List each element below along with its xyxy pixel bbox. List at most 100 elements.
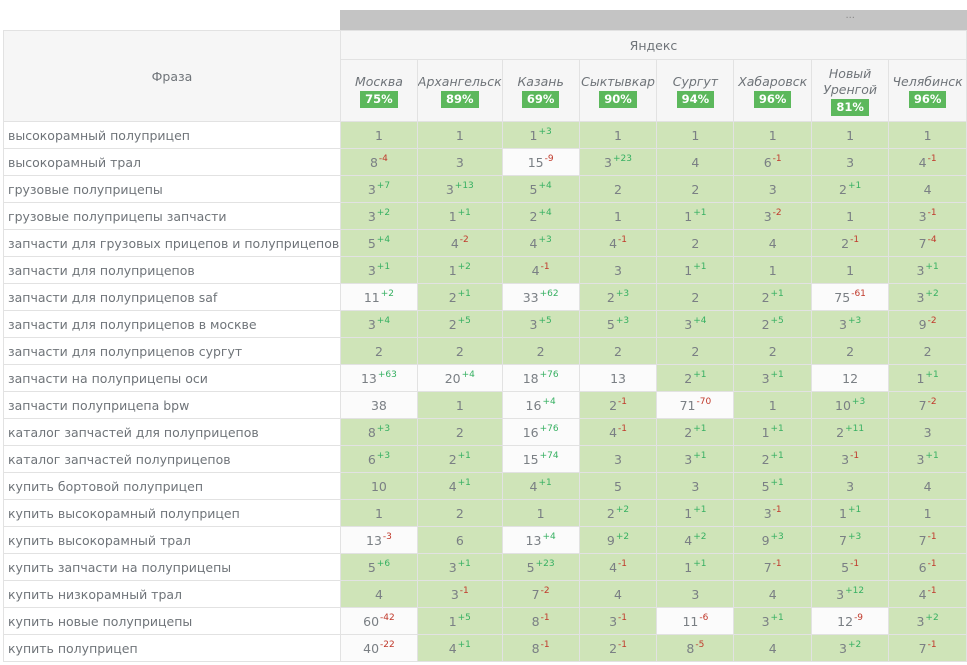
phrase-cell[interactable]: запчасти для грузовых прицепов и полупри… (3, 229, 341, 257)
city-column-header[interactable]: Хабаровск 96% (733, 59, 813, 122)
visibility-badge: 89% (441, 90, 479, 108)
phrase-cell[interactable]: грузовые полуприцепы запчасти (3, 202, 341, 230)
position-change: -1 (772, 505, 782, 515)
position-cell: 2+5 (416, 310, 503, 338)
position-cell: 2 (811, 337, 890, 365)
position-change: -3 (382, 532, 392, 542)
city-column-header[interactable]: Сургут 94% (656, 59, 735, 122)
position-change: +1 (457, 208, 471, 218)
column-group-bar[interactable]: ... (340, 10, 967, 30)
position-change: +1 (693, 262, 707, 272)
position-cell: 4-1 (578, 553, 658, 581)
position-value: 3 (614, 262, 622, 278)
position-cell: 3-1 (578, 607, 658, 635)
position-cell: 2+4 (501, 202, 580, 230)
phrase-cell[interactable]: купить низкорамный трал (3, 580, 341, 608)
phrase-cell[interactable]: купить высокорамный полуприцеп (3, 499, 341, 527)
phrase-cell[interactable]: грузовые полуприцепы (3, 175, 341, 203)
position-cell: 8-1 (501, 607, 580, 635)
position-cell: 2+1 (656, 364, 735, 392)
city-column-header[interactable]: Казань 69% (501, 59, 580, 122)
position-cell: 20+4 (416, 364, 503, 392)
position-cell: 8-5 (656, 634, 735, 662)
phrase-cell[interactable]: запчасти полуприцепа bpw (3, 391, 341, 419)
phrase-cell[interactable]: купить высокорамный трал (3, 526, 341, 554)
position-change: +2 (615, 505, 630, 515)
position-cell: 2 (501, 337, 580, 365)
position-value: 1 (684, 209, 693, 224)
city-column-header[interactable]: Архангельск 89% (416, 59, 503, 122)
position-cell: 2 (656, 229, 735, 257)
position-cell: 38 (339, 391, 418, 419)
phrase-cell[interactable]: каталог запчастей для полуприцепов (3, 418, 341, 446)
phrase-cell[interactable]: купить новые полуприцепы (3, 607, 341, 635)
position-value: 2 (448, 317, 457, 332)
city-column-header[interactable]: Сыктывкар 90% (578, 59, 658, 122)
position-value: 10 (370, 478, 387, 494)
position-cell: 6 (416, 526, 503, 554)
position-change: +23 (535, 559, 555, 569)
phrase-cell[interactable]: купить полуприцеп (3, 634, 341, 662)
phrase-cell[interactable]: высокорамный трал (3, 148, 341, 176)
position-value: 6 (763, 155, 772, 170)
position-change: +13 (454, 181, 474, 191)
position-value: 2 (761, 452, 770, 467)
city-column-header[interactable]: Москва 75% (339, 59, 418, 122)
position-cell: 3 (811, 472, 890, 500)
position-cell: 1+1 (656, 553, 735, 581)
position-cell: 3-2 (733, 202, 813, 230)
phrase-cell[interactable]: запчасти для полуприцепов в москве (3, 310, 341, 338)
position-value: 11 (682, 614, 699, 629)
table-row: каталог запчастей для полуприцепов 8+3 2 16… (3, 418, 967, 446)
phrase-cell[interactable]: запчасти для полуприцепов saf (3, 283, 341, 311)
position-value: 2 (768, 343, 777, 359)
position-cell: 2+2 (578, 499, 658, 527)
position-cell: 6-1 (888, 553, 967, 581)
more-icon[interactable]: ... (845, 10, 855, 21)
position-value: 4 (609, 560, 618, 575)
phrase-cell[interactable]: запчасти для полуприцепов (3, 256, 341, 284)
position-cell: 7-1 (888, 634, 967, 662)
position-cell: 1+3 (501, 121, 580, 149)
position-value: 16 (525, 398, 542, 413)
table-row: запчасти для полуприцепов 3+1 1+2 4-1 3 1+1 1 1… (3, 256, 967, 284)
phrase-cell[interactable]: каталог запчастей полуприцепов (3, 445, 341, 473)
city-column-header[interactable]: Челябинск 96% (888, 59, 967, 122)
position-cell: 8-1 (501, 634, 580, 662)
city-column-header[interactable]: Новый Уренгой 81% (811, 59, 890, 122)
phrase-cell[interactable]: запчасти для полуприцепов сургут (3, 337, 341, 365)
position-value: 1 (374, 505, 383, 521)
phrase-cell[interactable]: купить запчасти на полуприцепы (3, 553, 341, 581)
position-change: -1 (618, 559, 627, 569)
position-cell: 13+63 (339, 364, 418, 392)
position-cell: 2 (416, 499, 503, 527)
position-cell: 1 (339, 499, 418, 527)
position-change: +63 (377, 370, 397, 380)
phrase-cell[interactable]: высокорамный полуприцеп (3, 121, 341, 149)
position-value: 7 (838, 533, 847, 548)
phrase-column-header[interactable]: Фраза (3, 30, 341, 122)
position-value: 2 (923, 343, 932, 359)
position-value: 1 (691, 127, 700, 143)
position-value: 71 (679, 398, 696, 413)
table-row: запчасти полуприцепа bpw 38 1 16+4 2-1 71-70 1… (3, 391, 967, 419)
position-value: 2 (606, 506, 615, 521)
position-cell: 2 (578, 175, 658, 203)
position-value: 4 (531, 263, 540, 278)
position-value: 2 (841, 236, 850, 251)
position-change: -1 (850, 235, 860, 245)
position-cell: 9-2 (888, 310, 967, 338)
position-value: 3 (763, 209, 772, 224)
position-cell: 4 (733, 634, 813, 662)
position-change: +3 (538, 127, 552, 137)
position-value: 3 (367, 182, 376, 197)
position-cell: 2+11 (811, 418, 890, 446)
position-cell: 3 (578, 445, 658, 473)
position-cell: 3 (811, 148, 890, 176)
position-change: +1 (847, 505, 862, 515)
phrase-cell[interactable]: купить бортовой полуприцеп (3, 472, 341, 500)
position-value: 15 (527, 155, 544, 170)
position-value: 60 (363, 614, 380, 629)
position-change: +4 (542, 397, 556, 407)
phrase-cell[interactable]: запчасти на полуприцепы оси (3, 364, 341, 392)
